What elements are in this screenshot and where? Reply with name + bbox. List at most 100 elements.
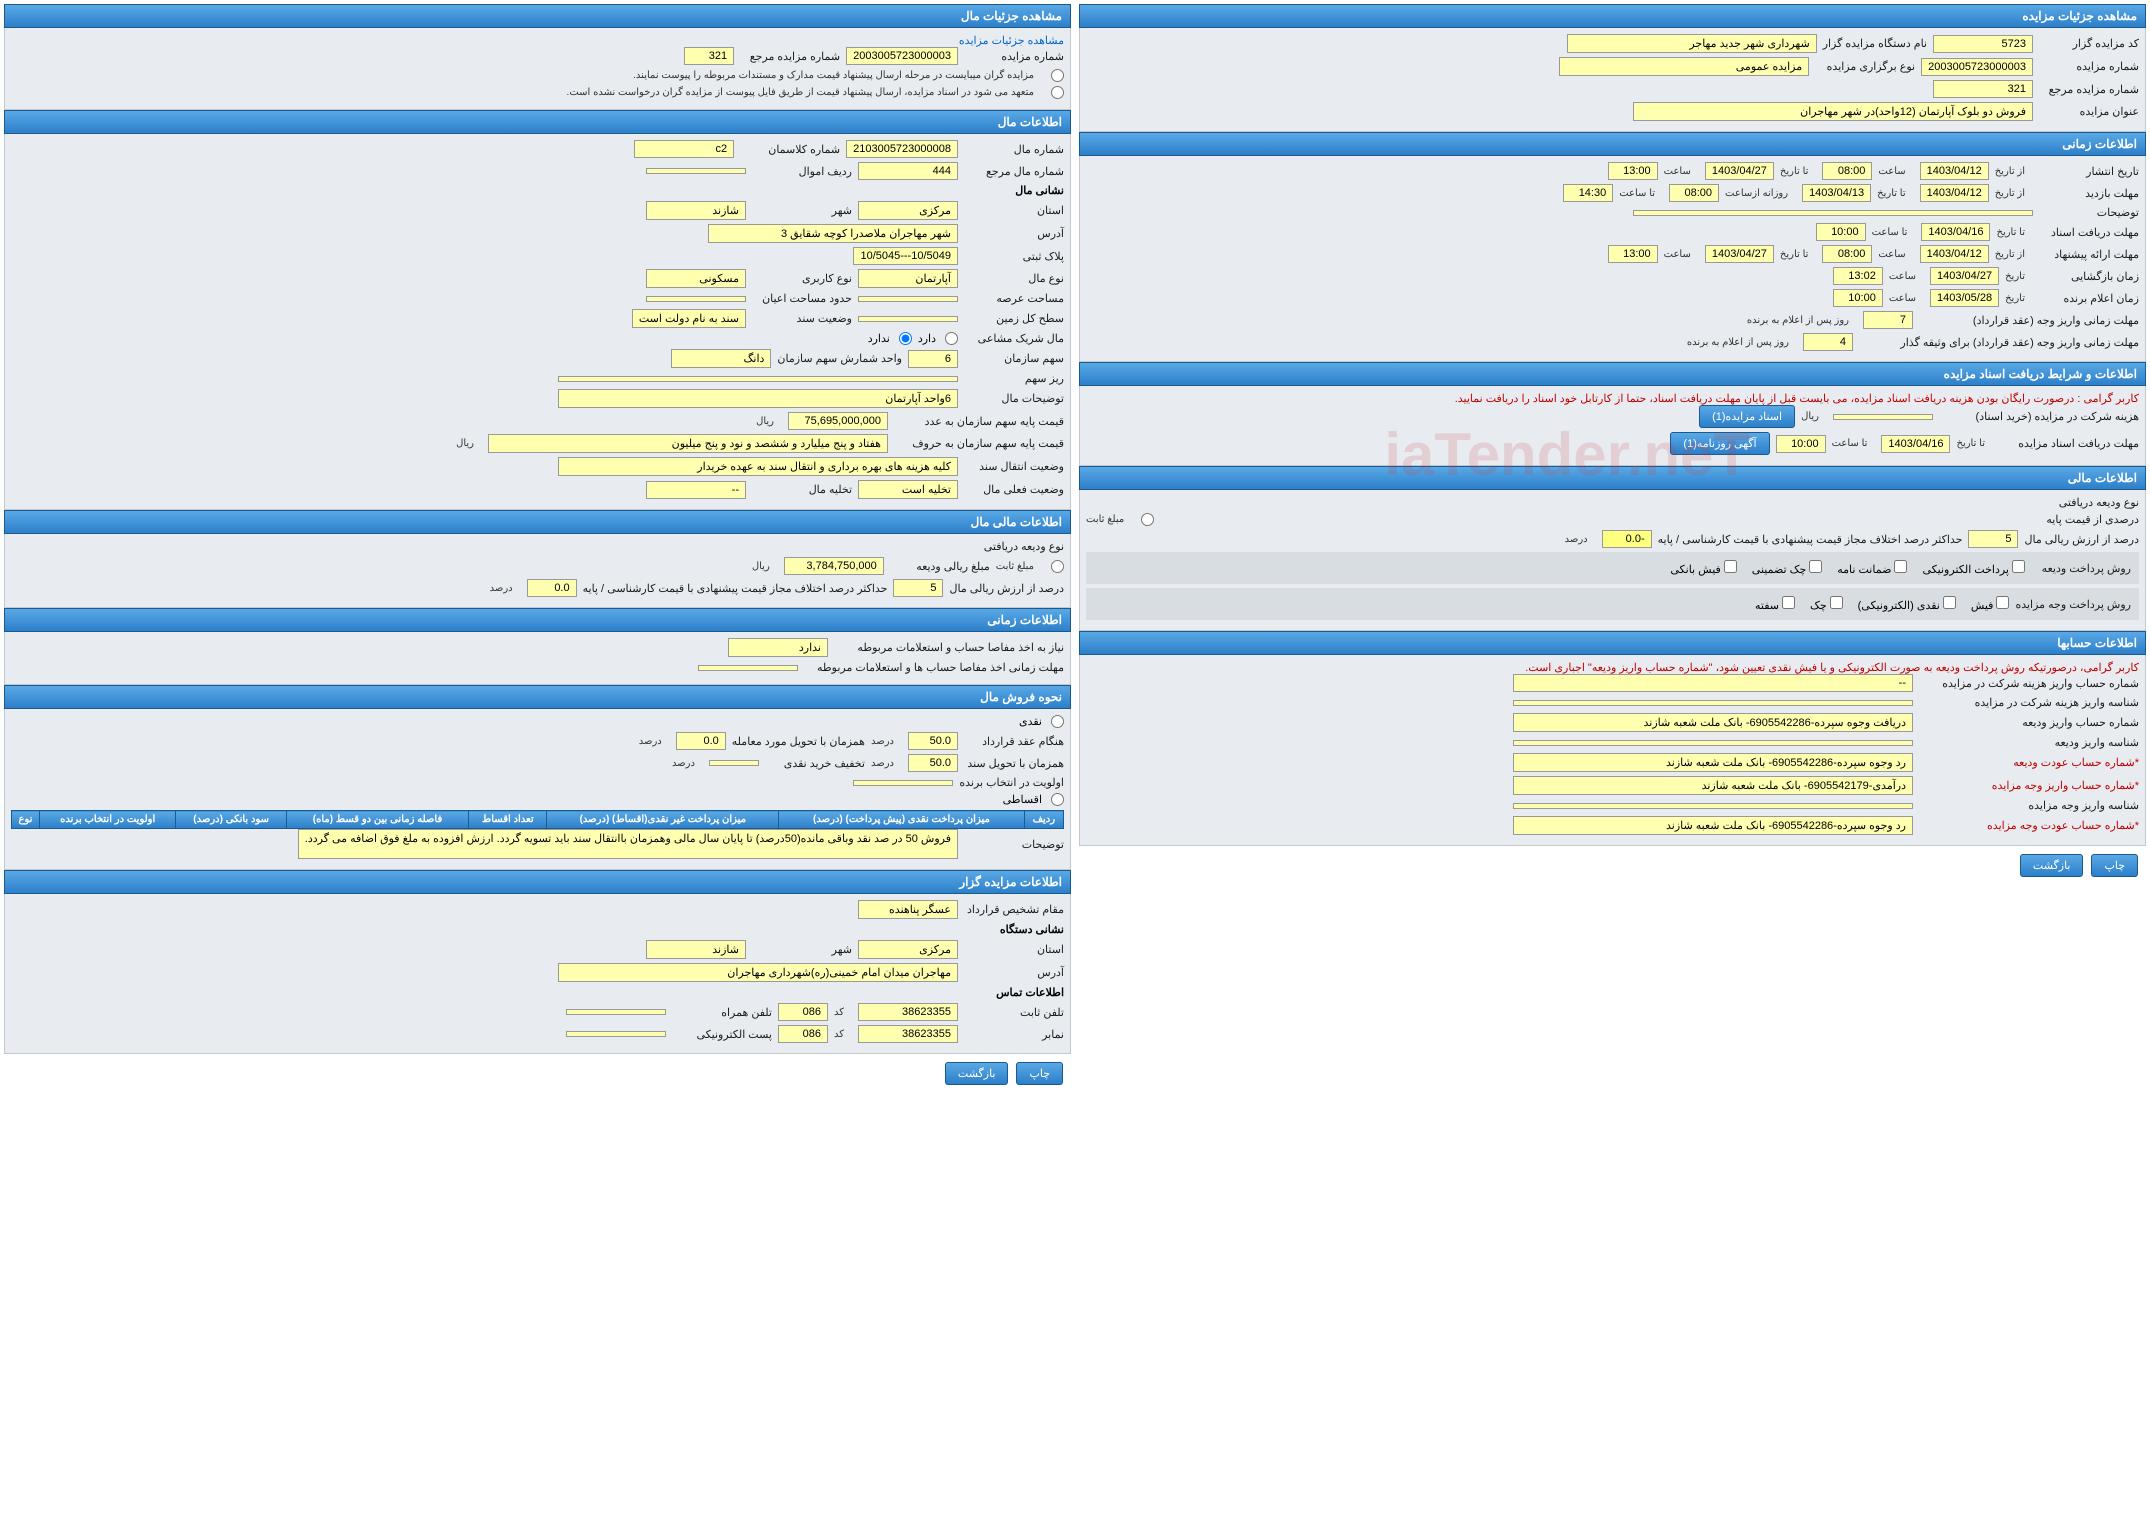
role-label: مقام تشخیص قرارداد xyxy=(964,903,1064,916)
cash-radio[interactable] xyxy=(1051,715,1064,728)
explain: فروش 50 در صد نقد وباقی مانده(50درصد) تا… xyxy=(298,829,958,859)
max-diff-field: -0.0 xyxy=(1602,530,1652,548)
visit-from: 1403/04/12 xyxy=(1920,184,1989,202)
acc-l6: *شماره حساب واریز وجه مزایده xyxy=(1919,779,2139,792)
acc-v5: رد وجوه سپرده-6905542286- بانک ملت شعبه … xyxy=(1513,753,1913,772)
visit-daily-to: 14:30 xyxy=(1563,184,1613,202)
asset-row-label: ردیف اموال xyxy=(752,165,852,178)
unit: دانگ xyxy=(671,349,771,368)
phone-label: تلفن ثابت xyxy=(964,1006,1064,1019)
offer-to-t: 13:00 xyxy=(1608,245,1658,263)
org-share-label: سهم سازمان xyxy=(964,352,1064,365)
fixed-radio[interactable] xyxy=(1141,513,1154,526)
offer-from-t: 08:00 xyxy=(1822,245,1872,263)
fax-code: 086 xyxy=(778,1025,828,1043)
time-label2: ساعت xyxy=(1664,166,1699,177)
docs-to-date: 1403/04/16 xyxy=(1921,223,1990,241)
l-fixed-radio[interactable] xyxy=(1051,560,1064,573)
deposit-deadline: 4 xyxy=(1803,333,1853,351)
visit-to: 1403/04/13 xyxy=(1802,184,1871,202)
l-auction-no-label: شماره مزایده xyxy=(964,50,1064,63)
ref-field: 321 xyxy=(1933,80,2033,98)
deposit-type-label: نوع ودیعه دریافتی xyxy=(2039,496,2139,509)
th-noncash: میزان پرداخت غیر نقدی(اقساط) (درصد) xyxy=(547,811,779,829)
priority-label: اولویت در انتخاب برنده xyxy=(959,776,1064,789)
opening-label: زمان بازگشایی xyxy=(2039,270,2139,283)
pub-from-time: 08:00 xyxy=(1822,162,1872,180)
land xyxy=(858,316,958,322)
has-radio[interactable] xyxy=(945,332,958,345)
l-address: مهاجران میدان امام خمینی(ره)شهرداری مهاج… xyxy=(558,963,958,982)
l-pct-label: درصد از ارزش ریالی مال xyxy=(949,582,1064,595)
doc-warning: کاربر گرامی : درصورت رایگان بودن هزینه د… xyxy=(1086,392,2139,405)
pct-base-label: درصدی از قیمت پایه xyxy=(2039,513,2139,526)
pub-to-time: 13:00 xyxy=(1608,162,1658,180)
bank-slip-checkbox[interactable] xyxy=(1724,560,1737,573)
code: 086 xyxy=(778,1003,828,1021)
acc-l8: *شماره حساب عودت وجه مزایده xyxy=(1919,819,2139,832)
open-time: 13:02 xyxy=(1833,267,1883,285)
th-count: تعداد اقساط xyxy=(469,811,547,829)
fax: 38623355 xyxy=(858,1025,958,1043)
prop-ref-label: شماره مال مرجع xyxy=(964,165,1064,178)
words-label: قیمت پایه سهم سازمان به حروف xyxy=(894,437,1064,450)
l-ref-label: شماره مزایده مرجع xyxy=(740,50,840,63)
th-row: ردیف xyxy=(1024,811,1063,829)
print-button-left[interactable]: چاپ xyxy=(1016,1062,1063,1085)
fee-label: هزینه شرکت در مزایده (خرید اسناد) xyxy=(1939,410,2139,423)
org-address-subhdr: نشانی دستگاه xyxy=(1000,923,1064,936)
back-button-right[interactable]: بازگشت xyxy=(2020,854,2084,877)
cash-electronic-checkbox[interactable] xyxy=(1943,596,1956,609)
prop-address-subhdr: نشانی مال xyxy=(1015,184,1064,197)
sale-method-header: نحوه فروش مال xyxy=(4,685,1071,709)
auctioneer-code-label: کد مزایده گزار xyxy=(2039,37,2139,50)
accounts-body: کاربر گرامی، درصورتیکه روش پرداخت ودیعه … xyxy=(1079,655,2146,846)
auction-type-label: نوع برگزاری مزایده xyxy=(1815,60,1915,73)
deed-status: سند به نام دولت است xyxy=(632,309,746,328)
l-time-header: اطلاعات زمانی xyxy=(4,608,1071,632)
accounts-warning: کاربر گرامی، درصورتیکه روش پرداخت ودیعه … xyxy=(1086,661,2139,674)
check-checkbox[interactable] xyxy=(1809,560,1822,573)
discount xyxy=(709,760,759,766)
offer-from: 1403/04/12 xyxy=(1920,245,1989,263)
inquiry-deadline xyxy=(698,665,798,671)
sim-label: همزمان با تحویل مورد معامله xyxy=(732,735,865,748)
electronic-checkbox[interactable] xyxy=(2012,560,2025,573)
email xyxy=(566,1031,666,1037)
l-deposit-type-label: نوع ودیعه دریافتی xyxy=(964,540,1064,553)
prop-desc-label: توضیحات مال xyxy=(964,392,1064,405)
fish-checkbox[interactable] xyxy=(1996,596,2009,609)
email-label: پست الکترونیکی xyxy=(672,1028,772,1041)
auction-details-header: مشاهده جزئیات مزایده xyxy=(1079,4,2146,28)
note2-radio[interactable] xyxy=(1051,86,1064,99)
pub-to-date: 1403/04/27 xyxy=(1705,162,1774,180)
promissory-checkbox[interactable] xyxy=(1782,596,1795,609)
print-button-right[interactable]: چاپ xyxy=(2091,854,2138,877)
view-auction-link[interactable]: مشاهده جزئیات مزایده xyxy=(959,35,1064,47)
acc-v2 xyxy=(1513,700,1913,706)
note1-radio[interactable] xyxy=(1051,69,1064,82)
auction-docs-button[interactable]: اسناد مزایده(1) xyxy=(1699,405,1795,428)
notes-field xyxy=(1633,210,2033,216)
area-label: مساحت عرصه xyxy=(964,292,1064,305)
acc-v4 xyxy=(1513,740,1913,746)
check2-checkbox[interactable] xyxy=(1830,596,1843,609)
financial-header: اطلاعات مالی xyxy=(1079,466,2146,490)
class-label: شماره کلاسمان xyxy=(740,143,840,156)
acc-l5: *شماره حساب عودت ودیعه xyxy=(1919,756,2139,769)
auction-no-label: شماره مزایده xyxy=(2039,60,2139,73)
guarantee-checkbox[interactable] xyxy=(1894,560,1907,573)
no-radio[interactable] xyxy=(899,332,912,345)
docs-receipt-time: 10:00 xyxy=(1776,435,1826,453)
install-radio[interactable] xyxy=(1051,793,1064,806)
back-button-left[interactable]: بازگشت xyxy=(945,1062,1009,1085)
plot-label: پلاک ثبتی xyxy=(964,250,1064,263)
l-max-diff-label: حداکثر درصد اختلاف مجاز قیمت پیشنهادی با… xyxy=(583,582,888,595)
asset-row xyxy=(646,168,746,174)
province-label: استان xyxy=(964,204,1064,217)
newspaper-ad-button[interactable]: آگهی روزنامه(1) xyxy=(1670,432,1769,455)
prop-ref: 444 xyxy=(858,162,958,180)
prop-type: آپارتمان xyxy=(858,269,958,288)
fax-label: نمابر xyxy=(964,1028,1064,1041)
doc-conditions-body: کاربر گرامی : درصورت رایگان بودن هزینه د… xyxy=(1079,386,2146,466)
